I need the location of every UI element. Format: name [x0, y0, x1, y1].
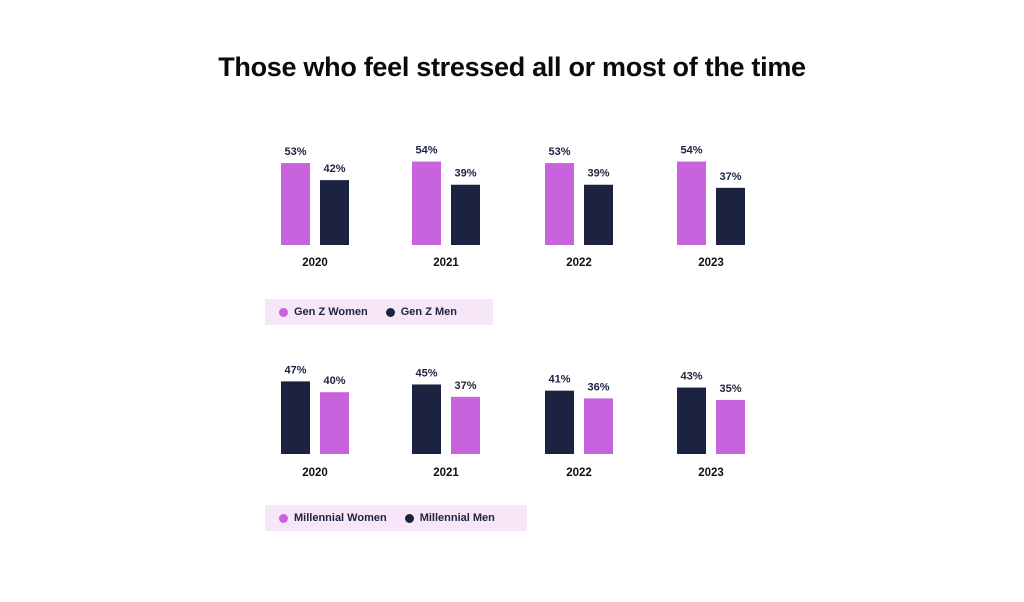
bar [584, 398, 613, 454]
bar [545, 163, 574, 245]
bar [545, 390, 574, 454]
bar [451, 396, 480, 454]
legend-gen-z: Gen Z Women Gen Z Men [265, 299, 493, 325]
x-tick-label: 2022 [566, 257, 592, 269]
chart-title: Those who feel stressed all or most of t… [218, 52, 806, 82]
bar [320, 180, 349, 245]
legend-swatch-women [279, 513, 288, 523]
data-label: 43% [680, 371, 702, 383]
data-label: 37% [719, 171, 741, 183]
legend-swatch-women [279, 307, 288, 317]
data-label: 39% [587, 168, 609, 180]
legend-millennial: Millennial Women Millennial Men [265, 505, 527, 531]
data-label: 41% [548, 374, 570, 386]
data-label: 47% [284, 364, 306, 376]
legend-item-gen-z-men: Gen Z Men [385, 306, 457, 318]
data-label: 35% [719, 383, 741, 395]
data-label: 40% [323, 375, 345, 387]
data-label: 36% [587, 381, 609, 393]
bar [451, 184, 480, 245]
legend-label: Millennial Women [294, 512, 387, 524]
data-label: 42% [323, 163, 345, 175]
bar [281, 163, 310, 245]
x-tick-label: 2023 [698, 467, 724, 479]
legend-swatch-men [385, 307, 395, 317]
legend-label: Gen Z Women [294, 306, 368, 318]
bar [320, 392, 349, 454]
bar [412, 384, 441, 454]
x-tick-label: 2023 [698, 257, 724, 269]
bar [716, 399, 745, 454]
bar [281, 381, 310, 454]
data-label: 54% [415, 145, 437, 157]
legend-item-gen-z-women: Gen Z Women [279, 306, 368, 318]
data-label: 53% [548, 146, 570, 158]
x-tick-label: 2022 [566, 467, 592, 479]
data-label: 37% [454, 380, 476, 392]
bar [716, 187, 745, 245]
legend-label: Gen Z Men [400, 306, 457, 318]
legend-item-millennial-women: Millennial Women [279, 512, 387, 524]
x-tick-label: 2020 [302, 467, 328, 479]
legend-label: Millennial Men [419, 512, 495, 524]
legend-swatch-men [404, 513, 414, 523]
data-label: 54% [680, 145, 702, 157]
bar [412, 161, 441, 245]
bar [677, 387, 706, 454]
data-label: 45% [415, 367, 437, 379]
x-tick-label: 2020 [302, 257, 328, 269]
data-label: 53% [284, 146, 306, 158]
x-tick-label: 2021 [433, 257, 459, 269]
x-tick-label: 2021 [433, 467, 459, 479]
data-label: 39% [454, 168, 476, 180]
legend-item-millennial-men: Millennial Men [404, 512, 495, 524]
bar [677, 161, 706, 245]
bar [584, 184, 613, 245]
